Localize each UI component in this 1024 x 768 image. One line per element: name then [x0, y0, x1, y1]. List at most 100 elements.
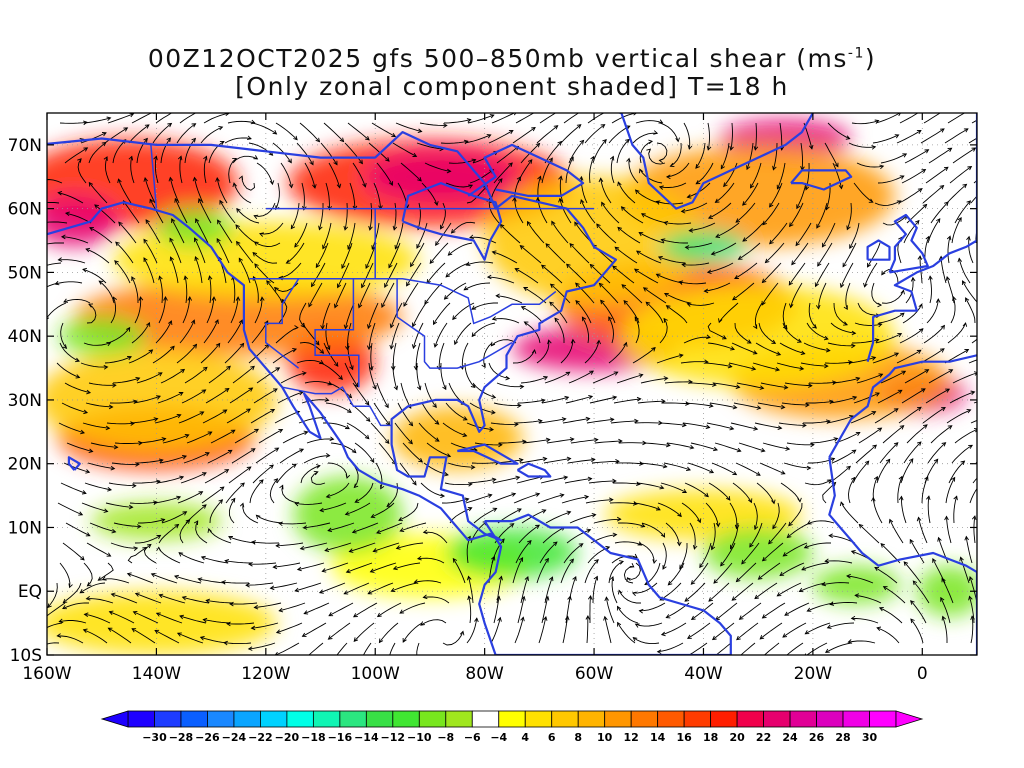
- streamline: [658, 256, 686, 264]
- streamline: [346, 562, 373, 573]
- streamline: [89, 522, 116, 533]
- streamline-arrowhead: [97, 576, 103, 581]
- streamline-arrowhead: [690, 615, 696, 621]
- streamline: [970, 616, 974, 644]
- streamline-arrowhead: [848, 360, 853, 365]
- streamline: [923, 325, 945, 344]
- streamline-arrowhead: [325, 453, 331, 458]
- streamline: [57, 635, 84, 644]
- streamline-arrowhead: [901, 370, 907, 375]
- streamline-arrowhead: [535, 196, 541, 202]
- streamline: [901, 169, 926, 184]
- streamline-arrowhead: [372, 548, 378, 553]
- streamline: [254, 297, 263, 324]
- streamline: [883, 586, 906, 604]
- streamline: [763, 642, 780, 655]
- streamline-arrowhead: [561, 417, 567, 422]
- streamline-arrowhead: [471, 158, 477, 163]
- streamline-arrowhead: [639, 461, 644, 466]
- streamline: [302, 322, 320, 346]
- colorbar-min-arrow: [100, 710, 129, 728]
- streamline-arrowhead: [896, 113, 902, 117]
- streamline-arrowhead: [117, 178, 122, 184]
- streamline: [858, 524, 880, 544]
- streamline-arrowhead: [945, 388, 951, 393]
- streamline-arrowhead: [143, 137, 148, 143]
- streamline: [604, 616, 612, 644]
- streamline: [151, 573, 178, 584]
- streamline: [527, 221, 545, 244]
- streamline: [266, 280, 283, 304]
- streamline-arrowhead: [1000, 378, 1004, 382]
- colorbar-label: 28: [835, 731, 850, 744]
- streamline: [250, 409, 275, 424]
- streamline-arrowhead: [893, 442, 899, 447]
- streamline-arrowhead: [578, 175, 584, 181]
- streamline: [337, 262, 350, 288]
- streamline-arrowhead: [246, 466, 252, 471]
- streamline: [474, 442, 502, 446]
- streamline-arrowhead: [659, 484, 665, 490]
- x-tick-label: 120W: [241, 664, 290, 684]
- streamline-arrowhead: [411, 322, 417, 328]
- streamline: [586, 418, 614, 424]
- streamline-arrowhead: [584, 494, 590, 500]
- streamline-arrowhead: [540, 398, 546, 403]
- streamline: [98, 280, 115, 304]
- streamline: [176, 123, 196, 144]
- streamline-arrowhead: [947, 147, 953, 153]
- streamline: [110, 297, 116, 324]
- streamline: [560, 558, 574, 584]
- streamline: [85, 248, 110, 264]
- streamline: [396, 542, 424, 549]
- streamline-arrowhead: [197, 577, 203, 582]
- streamline: [445, 402, 468, 421]
- streamline-arrowhead: [372, 384, 377, 390]
- streamline-arrowhead: [417, 385, 422, 391]
- streamline-arrowhead: [823, 335, 829, 341]
- streamline: [94, 204, 116, 224]
- streamline: [145, 219, 161, 244]
- streamline-arrowhead: [143, 176, 149, 182]
- streamline-arrowhead: [720, 164, 725, 170]
- x-tick-label: 20W: [794, 664, 833, 684]
- streamline: [621, 206, 644, 224]
- streamline-arrowhead: [416, 244, 421, 249]
- streamline-arrowhead: [858, 523, 864, 529]
- streamline: [713, 562, 733, 584]
- colorbar-swatch: [312, 710, 341, 728]
- streamline: [657, 502, 682, 517]
- streamline-arrowhead: [878, 606, 884, 612]
- streamline: [975, 461, 977, 464]
- streamline-arrowhead: [966, 408, 972, 414]
- streamline-arrowhead: [470, 383, 476, 389]
- streamline-arrowhead: [272, 130, 278, 135]
- streamline-arrowhead: [609, 155, 615, 161]
- streamline-arrowhead: [47, 603, 52, 609]
- streamline-arrowhead: [617, 226, 623, 232]
- streamline-arrowhead: [378, 638, 384, 644]
- streamline-arrowhead: [269, 464, 274, 469]
- streamline: [781, 402, 809, 406]
- streamline-arrowhead: [248, 561, 253, 567]
- streamline-arrowhead: [732, 404, 738, 410]
- streamline-arrowhead: [928, 275, 933, 281]
- streamline-arrowhead: [753, 146, 759, 151]
- streamline: [760, 382, 788, 389]
- colorbar-swatch: [471, 710, 500, 728]
- colorbar-swatch: [842, 710, 870, 728]
- streamline-arrowhead: [959, 556, 964, 562]
- streamline-arrowhead: [596, 339, 602, 345]
- streamline-arrowhead: [877, 427, 883, 432]
- streamline-arrowhead: [492, 507, 498, 512]
- streamline: [825, 642, 852, 653]
- streamline: [399, 602, 426, 614]
- streamline-arrowhead: [103, 508, 109, 513]
- streamline-arrowhead: [86, 389, 92, 395]
- streamline-arrowhead: [708, 403, 714, 408]
- streamline-arrowhead: [531, 349, 537, 354]
- streamline: [874, 200, 901, 206]
- y-tick-label: 30N: [8, 391, 42, 411]
- chart-title: 00Z12OCT2025 gfs 500–850mb vertical shea…: [0, 44, 1024, 73]
- streamline-arrowhead: [198, 491, 204, 496]
